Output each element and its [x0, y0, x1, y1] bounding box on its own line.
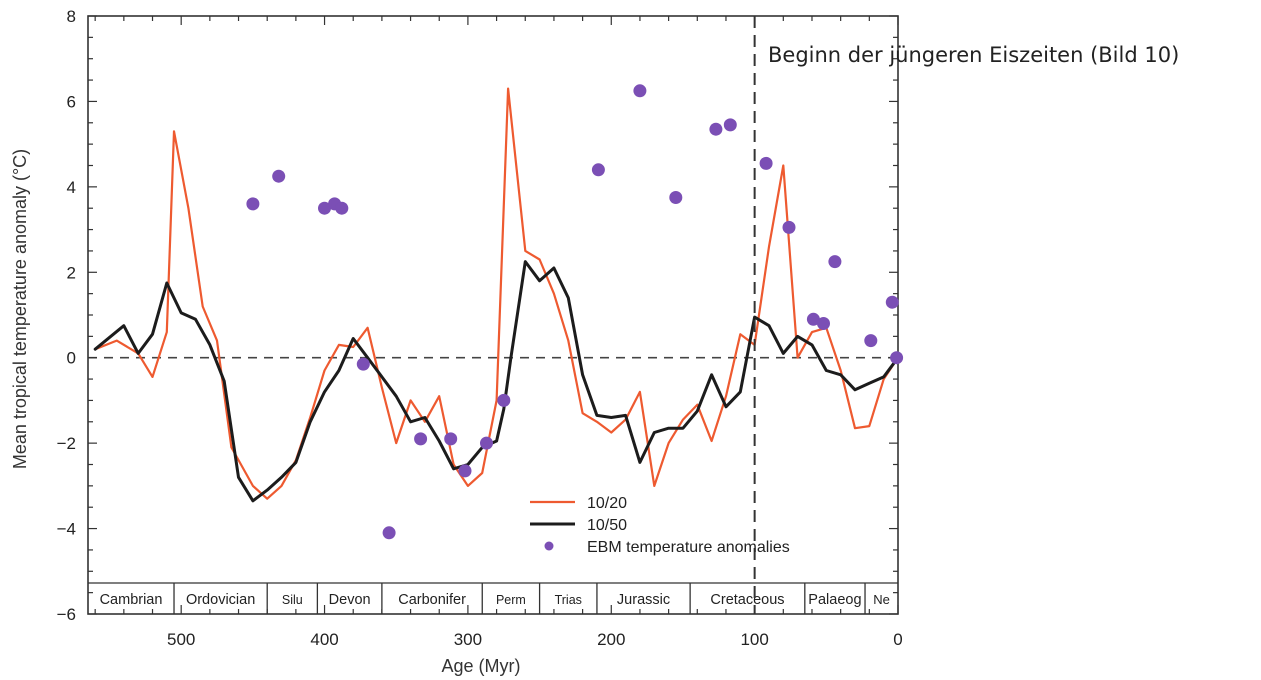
x-tick-label: 100	[740, 630, 768, 649]
ebm-point	[272, 169, 286, 183]
ebm-point	[669, 191, 683, 204]
ebm-point	[444, 432, 458, 446]
x-tick-label: 0	[893, 630, 902, 649]
legend-label: EBM temperature anomalies	[587, 539, 790, 556]
y-tick-label: 6	[67, 92, 76, 111]
series-line	[93, 260, 900, 503]
ebm-point	[458, 464, 472, 478]
period-label: Ordovician	[186, 592, 255, 608]
ebm-point	[497, 393, 511, 407]
ebm-point	[633, 84, 647, 98]
ebm-point	[817, 317, 830, 330]
ebm-point	[591, 163, 605, 177]
y-tick-label: 8	[67, 7, 76, 26]
ebm-point	[828, 255, 842, 269]
legend-label: 10/50	[587, 517, 627, 534]
ebm-point	[414, 432, 428, 446]
y-tick-label: 2	[67, 263, 76, 282]
ebm-point	[382, 526, 396, 540]
legend-label: 10/20	[587, 495, 627, 512]
period-label: Palaeog	[808, 592, 861, 608]
series-layer	[93, 16, 900, 614]
period-label: Cretaceous	[710, 592, 784, 608]
plot-frame	[87, 15, 899, 615]
ebm-point	[806, 312, 820, 326]
axes-layer: −6 −4 −2 0 2 4 6 8 500 400 300 200 100 0	[57, 7, 903, 649]
period-label: Ne	[873, 592, 890, 607]
ebm-point	[890, 351, 904, 365]
y-tick-label: −4	[57, 520, 76, 539]
ebm-point	[885, 295, 899, 309]
ebm-point	[782, 220, 796, 234]
y-axis-title: Mean tropical temperature anomaly (°C)	[10, 149, 30, 469]
x-tick-label: 500	[167, 630, 195, 649]
ebm-point	[709, 122, 723, 136]
period-label: Silu	[282, 593, 303, 607]
x-tick-label: 300	[454, 630, 482, 649]
ebm-point	[335, 201, 349, 215]
x-tick-label: 200	[597, 630, 625, 649]
ebm-point	[356, 357, 370, 371]
legend-swatch	[544, 541, 554, 551]
ebm-point	[480, 436, 493, 450]
period-label: Devon	[329, 592, 371, 608]
period-label: Perm	[496, 593, 526, 607]
ebm-points-layer	[246, 84, 904, 540]
y-tick-label: −6	[57, 605, 76, 624]
plot-frame-layer	[87, 15, 899, 615]
geologic-periods-bar: Cambrian Ordovician Silu Devon Carbonifer Per…	[88, 582, 898, 614]
ice-age-annotation: Beginn der jüngeren Eiszeiten (Bild 10)	[768, 43, 1179, 67]
legend: 10/20 10/50 EBM temperature anomalies	[530, 495, 790, 556]
y-tick-label: 4	[67, 178, 76, 197]
y-tick-label: −2	[57, 434, 76, 453]
y-tick-label: 0	[67, 349, 76, 368]
x-axis-title: Age (Myr)	[441, 656, 520, 676]
ebm-point	[246, 197, 260, 211]
period-label: Cambrian	[100, 592, 163, 608]
ebm-point	[318, 201, 331, 215]
period-label: Jurassic	[617, 592, 670, 608]
ebm-point	[723, 118, 737, 132]
period-label: Trias	[555, 593, 582, 607]
period-label: Carbonifer	[398, 592, 466, 608]
ebm-point	[864, 334, 878, 348]
x-tick-label: 400	[310, 630, 338, 649]
ebm-point	[759, 156, 773, 170]
